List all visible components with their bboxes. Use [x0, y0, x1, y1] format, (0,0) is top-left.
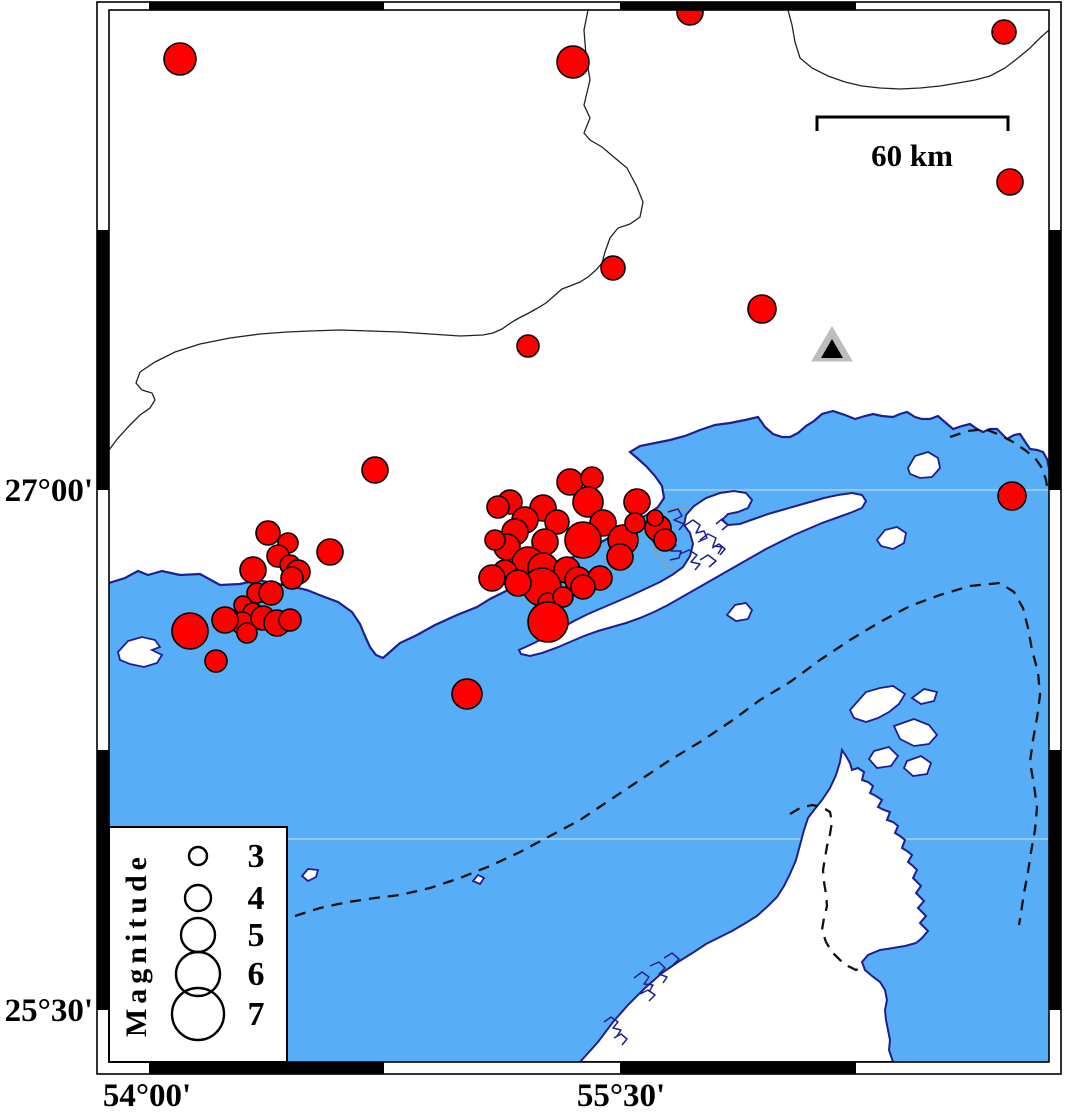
archipelago-island [892, 718, 939, 747]
epicenter-marker [204, 649, 228, 673]
island-coastline [517, 489, 868, 658]
epicenter-marker [570, 574, 596, 600]
boundary-line [787, 10, 1049, 90]
epicenter-marker [478, 564, 506, 592]
legend-magnitude-label: 3 [248, 838, 265, 875]
dashed-boundary-line [949, 427, 1049, 493]
epicenter-marker [516, 334, 540, 358]
legend-magnitude-circle [174, 950, 222, 998]
frame-outer-border [96, 1, 1062, 1075]
small-island [725, 602, 754, 622]
frame-tick-segment-top [620, 2, 856, 10]
frame-inner-border [108, 9, 1050, 1063]
frame-tick-segment-right [1049, 230, 1061, 490]
mangrove-channel-lines [715, 518, 729, 531]
epicenter-marker [996, 168, 1024, 196]
frame-tick-segment-bottom [620, 1062, 856, 1074]
map-content [109, 10, 1049, 1062]
mangrove-channel-lines [633, 971, 654, 993]
epicenter-marker [211, 606, 239, 634]
epicenter-marker [556, 45, 590, 79]
peninsula-coastline [578, 747, 930, 1062]
dashed-boundary-line [294, 581, 1042, 926]
small-island [875, 526, 908, 550]
mangrove-channel-lines [699, 533, 723, 555]
epicenter-marker [623, 488, 651, 516]
mangrove-channel-lines [663, 952, 680, 966]
latitude-axis-label: 25°30' [5, 993, 93, 1029]
epicenter-marker [564, 521, 602, 559]
epicenter-marker [451, 678, 483, 710]
epicenter-marker [653, 528, 677, 552]
small-island [300, 868, 320, 883]
mangrove-channel-lines [683, 519, 708, 543]
epicenter-marker [163, 42, 197, 76]
small-island [471, 873, 486, 886]
epicenter-marker [316, 538, 344, 566]
epicenter-marker [171, 612, 209, 650]
mainland-coastline [109, 409, 1049, 660]
epicenter-marker [504, 569, 532, 597]
epicenter-marker [606, 543, 634, 571]
archipelago-island [867, 745, 900, 769]
mangrove-channel-lines [613, 1033, 628, 1046]
epicenter-marker [580, 466, 604, 490]
legend-magnitude-label: 4 [248, 880, 265, 917]
frame-tick-segment-left [97, 230, 109, 490]
mangrove-channel-lines [711, 543, 726, 556]
frame-tick-segment-top [149, 2, 384, 10]
scale-bar-label: 60 km [871, 138, 953, 173]
mangrove-channel-lines [667, 508, 685, 531]
longitude-axis-label: 54°00' [103, 1078, 191, 1113]
small-island [907, 451, 941, 479]
mangrove-channel-lines [603, 1016, 622, 1037]
legend-magnitude-label: 7 [248, 996, 265, 1033]
legend-magnitude-circle [183, 883, 213, 913]
legend-magnitude-label: 6 [248, 956, 265, 993]
station-triangle-inner-icon [821, 339, 843, 358]
epicenter-marker [527, 601, 569, 643]
frame-tick-segment-left [97, 750, 109, 1010]
frame-tick-segment-bottom [149, 1062, 384, 1074]
legend-title: Magnitude [120, 852, 153, 1037]
mangrove-channel-lines [639, 989, 656, 1002]
archipelago-island [910, 688, 939, 705]
frame-tick-segment-right [1049, 750, 1061, 1010]
epicenter-marker [747, 294, 777, 324]
epicenter-marker [624, 512, 646, 534]
longitude-axis-label: 55°30' [577, 1078, 665, 1113]
epicenter-marker [600, 255, 626, 281]
archipelago-island [902, 754, 933, 777]
epicenter-marker [361, 456, 389, 484]
epicenter-marker [280, 566, 304, 590]
epicenter-marker [991, 19, 1017, 45]
mangrove-channel-lines [699, 554, 717, 568]
epicenter-marker [676, 10, 704, 26]
epicenter-marker [544, 509, 570, 535]
small-island [117, 636, 164, 668]
legend-magnitude-circle [187, 845, 209, 867]
epicenter-marker [572, 486, 604, 518]
epicenter-marker [258, 580, 284, 606]
boundary-line [109, 10, 644, 451]
epicenter-marker [278, 608, 302, 632]
epicenter-marker [236, 622, 258, 644]
epicenter-marker [255, 520, 281, 546]
legend-magnitude-circle [170, 986, 226, 1042]
mangrove-channel-lines [679, 549, 701, 571]
epicenter-marker [997, 481, 1027, 511]
dashed-boundary-line [789, 803, 864, 972]
epicenter-marker [552, 586, 574, 608]
epicenter-marker [646, 509, 664, 527]
archipelago-island [848, 685, 907, 723]
scale-bar [815, 115, 1010, 131]
latitude-axis-label: 27°00' [5, 473, 93, 509]
epicenter-marker [239, 556, 267, 584]
mangrove-channel-lines [649, 961, 668, 984]
epicenter-marker [486, 495, 510, 519]
legend-magnitude-label: 5 [248, 917, 265, 954]
epicenter-marker [484, 529, 506, 551]
